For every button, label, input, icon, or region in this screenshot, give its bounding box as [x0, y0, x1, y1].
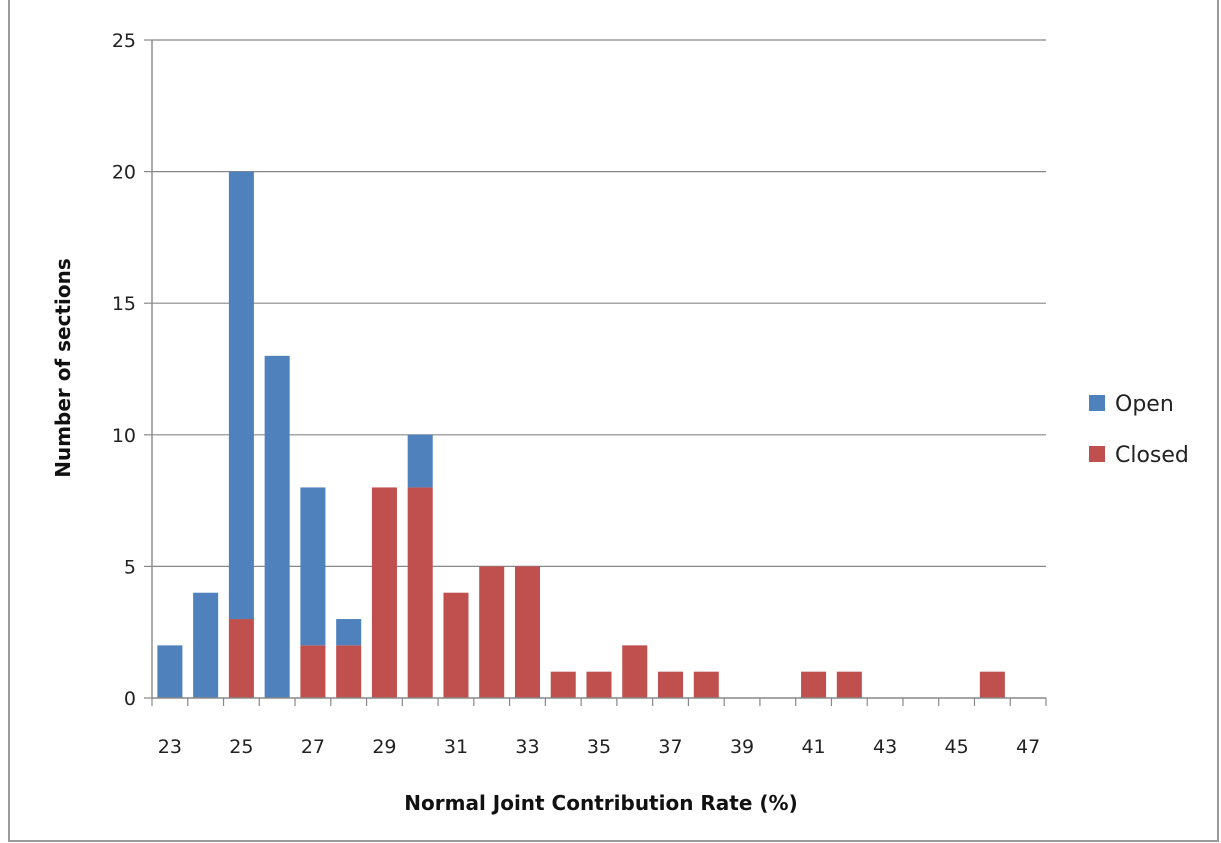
bar-open-30	[407, 434, 433, 488]
x-tick-label: 31	[444, 736, 468, 758]
bar-open-27	[300, 487, 326, 646]
y-tick-label: 15	[112, 293, 136, 315]
bar-open-25	[228, 171, 254, 620]
x-tick-label: 39	[730, 736, 754, 758]
bar-closed-35	[586, 671, 612, 698]
y-tick-label: 10	[112, 425, 136, 447]
legend-swatch-closed	[1089, 446, 1105, 462]
bar-closed-32	[479, 566, 505, 698]
bar-closed-36	[622, 645, 648, 698]
legend-label-closed: Closed	[1115, 443, 1189, 468]
y-tick-label: 5	[124, 556, 136, 578]
bar-closed-31	[443, 592, 469, 698]
bar-closed-34	[550, 671, 576, 698]
x-tick-label: 29	[372, 736, 396, 758]
chart-frame	[8, 0, 1219, 842]
y-tick-label: 20	[112, 162, 136, 184]
x-axis-title: Normal Joint Contribution Rate (%)	[404, 791, 797, 815]
bar-open-24	[193, 592, 219, 698]
x-tick-label: 43	[873, 736, 897, 758]
bar-closed-33	[514, 566, 540, 698]
x-tick-label: 23	[158, 736, 182, 758]
bar-closed-41	[801, 671, 827, 698]
bars	[157, 171, 1005, 698]
legend-label-open: Open	[1115, 392, 1174, 417]
y-axis-title: Number of sections	[51, 258, 75, 478]
legend-swatch-open	[1089, 395, 1105, 411]
x-tick-label: 35	[587, 736, 611, 758]
x-tick-label: 33	[515, 736, 539, 758]
x-tick-label: 25	[229, 736, 253, 758]
y-tick-label: 0	[124, 688, 136, 710]
x-tick-label: 37	[658, 736, 682, 758]
y-tick-label: 25	[112, 30, 136, 52]
bar-closed-28	[336, 645, 362, 698]
bar-open-28	[336, 619, 362, 646]
legend: Open Closed	[1089, 392, 1189, 468]
x-tick-label: 47	[1016, 736, 1040, 758]
x-tick-label: 45	[945, 736, 969, 758]
axes: 0 5 10 15 20 25 23 25 27 29 31 33 35 37 39 41 43 45 47	[112, 30, 1047, 758]
bar-closed-27	[300, 645, 326, 698]
x-tick-label: 41	[801, 736, 825, 758]
bar-closed-30	[407, 487, 433, 698]
bar-open-26	[264, 355, 290, 698]
bar-open-23	[157, 645, 183, 698]
bar-closed-46	[979, 671, 1005, 698]
bar-closed-38	[693, 671, 719, 698]
bar-closed-37	[658, 671, 684, 698]
bar-closed-42	[836, 671, 862, 698]
x-tick-label: 27	[301, 736, 325, 758]
bar-closed-29	[371, 487, 397, 698]
bar-closed-25	[228, 619, 254, 698]
